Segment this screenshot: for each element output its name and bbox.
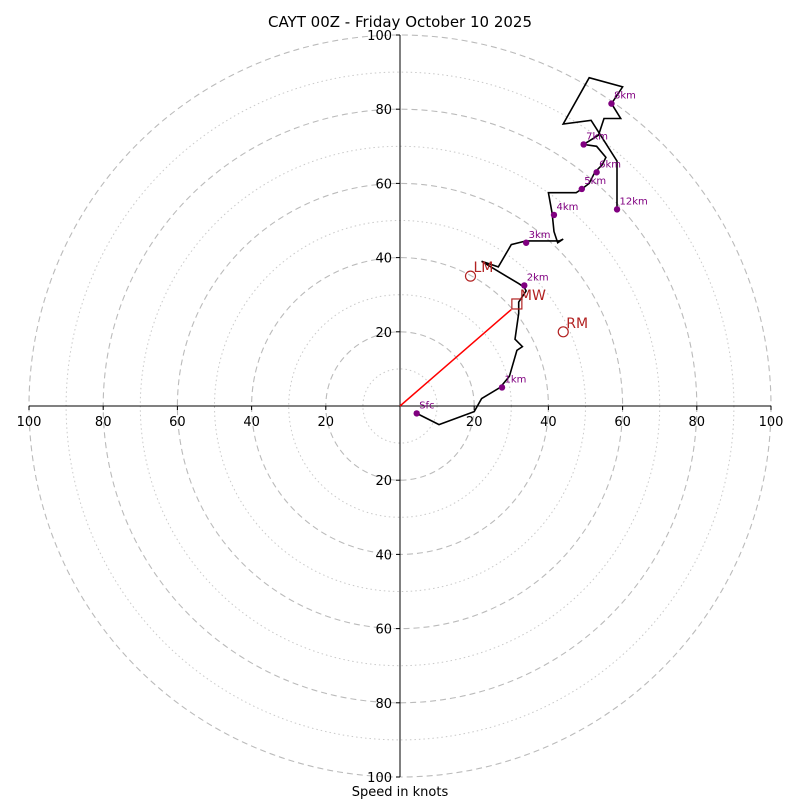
x-tick-label: 40 bbox=[540, 415, 557, 430]
y-tick-label: 60 bbox=[375, 177, 392, 192]
height-marker-label: 8km bbox=[614, 91, 636, 102]
height-marker-label: Sfc bbox=[419, 400, 434, 411]
y-tick-label: 20 bbox=[375, 474, 392, 489]
storm-motion-label: LM bbox=[473, 260, 493, 276]
height-marker-dot bbox=[578, 185, 585, 193]
x-tick-label: 100 bbox=[17, 415, 42, 430]
height-marker-label: 6km bbox=[599, 159, 621, 170]
height-marker-dot bbox=[608, 100, 615, 107]
storm-motion-markers: LM MW RM bbox=[464, 260, 588, 338]
height-marker-dot bbox=[521, 282, 528, 289]
y-tick-label: 60 bbox=[375, 623, 392, 638]
height-marker-label: 12km bbox=[620, 196, 648, 207]
y-tick-label: 40 bbox=[375, 548, 392, 563]
height-marker-label: 1km bbox=[505, 374, 527, 385]
x-tick-label: 80 bbox=[689, 415, 706, 430]
x-tick-label: 100 bbox=[759, 415, 784, 430]
height-marker-dot bbox=[498, 384, 506, 391]
x-tick-label: 20 bbox=[318, 415, 335, 430]
hodograph-trace-line bbox=[416, 76, 624, 426]
wind-trace bbox=[416, 76, 624, 426]
x-tick-label: 20 bbox=[466, 415, 483, 430]
y-tick-label: 80 bbox=[375, 697, 392, 712]
height-marker-dot bbox=[522, 239, 530, 246]
y-tick-label: 20 bbox=[375, 326, 392, 341]
y-tick-label: 100 bbox=[367, 771, 392, 786]
x-tick-label: 60 bbox=[169, 415, 186, 430]
shear-vector-layer bbox=[399, 308, 512, 407]
y-tick-label: 40 bbox=[375, 252, 392, 267]
chart-title: CAYT 00Z - Friday October 10 2025 bbox=[268, 13, 532, 31]
height-marker-label: 7km bbox=[586, 131, 608, 142]
height-marker-dot bbox=[593, 169, 600, 176]
height-marker-label: 4km bbox=[556, 202, 578, 213]
height-marker-label: 2km bbox=[527, 272, 549, 283]
tick-labels: 100 80 60 40 20 20 40 60 80 100 100 80 60 40 20 20 40 60 8… bbox=[17, 29, 784, 786]
y-tick-label: 100 bbox=[367, 29, 392, 44]
storm-motion-label: MW bbox=[520, 288, 546, 304]
height-marker-dot bbox=[413, 410, 420, 417]
height-markers: Sfc 1km 2km 3km 4km 5km 6km 7km 8km 12km bbox=[413, 91, 648, 417]
storm-motion-square bbox=[511, 298, 523, 310]
height-marker-dot bbox=[550, 211, 558, 219]
height-marker-dot bbox=[613, 206, 621, 213]
storm-motion-circle bbox=[557, 326, 569, 338]
height-marker-label: 3km bbox=[529, 230, 551, 241]
storm-motion-circle bbox=[464, 270, 477, 282]
x-axis-label: Speed in knots bbox=[352, 785, 449, 800]
storm-motion-label: RM bbox=[566, 316, 588, 332]
x-tick-label: 40 bbox=[243, 415, 260, 430]
height-marker-dot bbox=[580, 141, 587, 148]
y-tick-label: 80 bbox=[375, 103, 392, 118]
shear-vector-line bbox=[399, 308, 512, 407]
x-tick-label: 60 bbox=[614, 415, 631, 430]
height-marker-label: 5km bbox=[584, 176, 606, 187]
x-tick-label: 80 bbox=[95, 415, 112, 430]
